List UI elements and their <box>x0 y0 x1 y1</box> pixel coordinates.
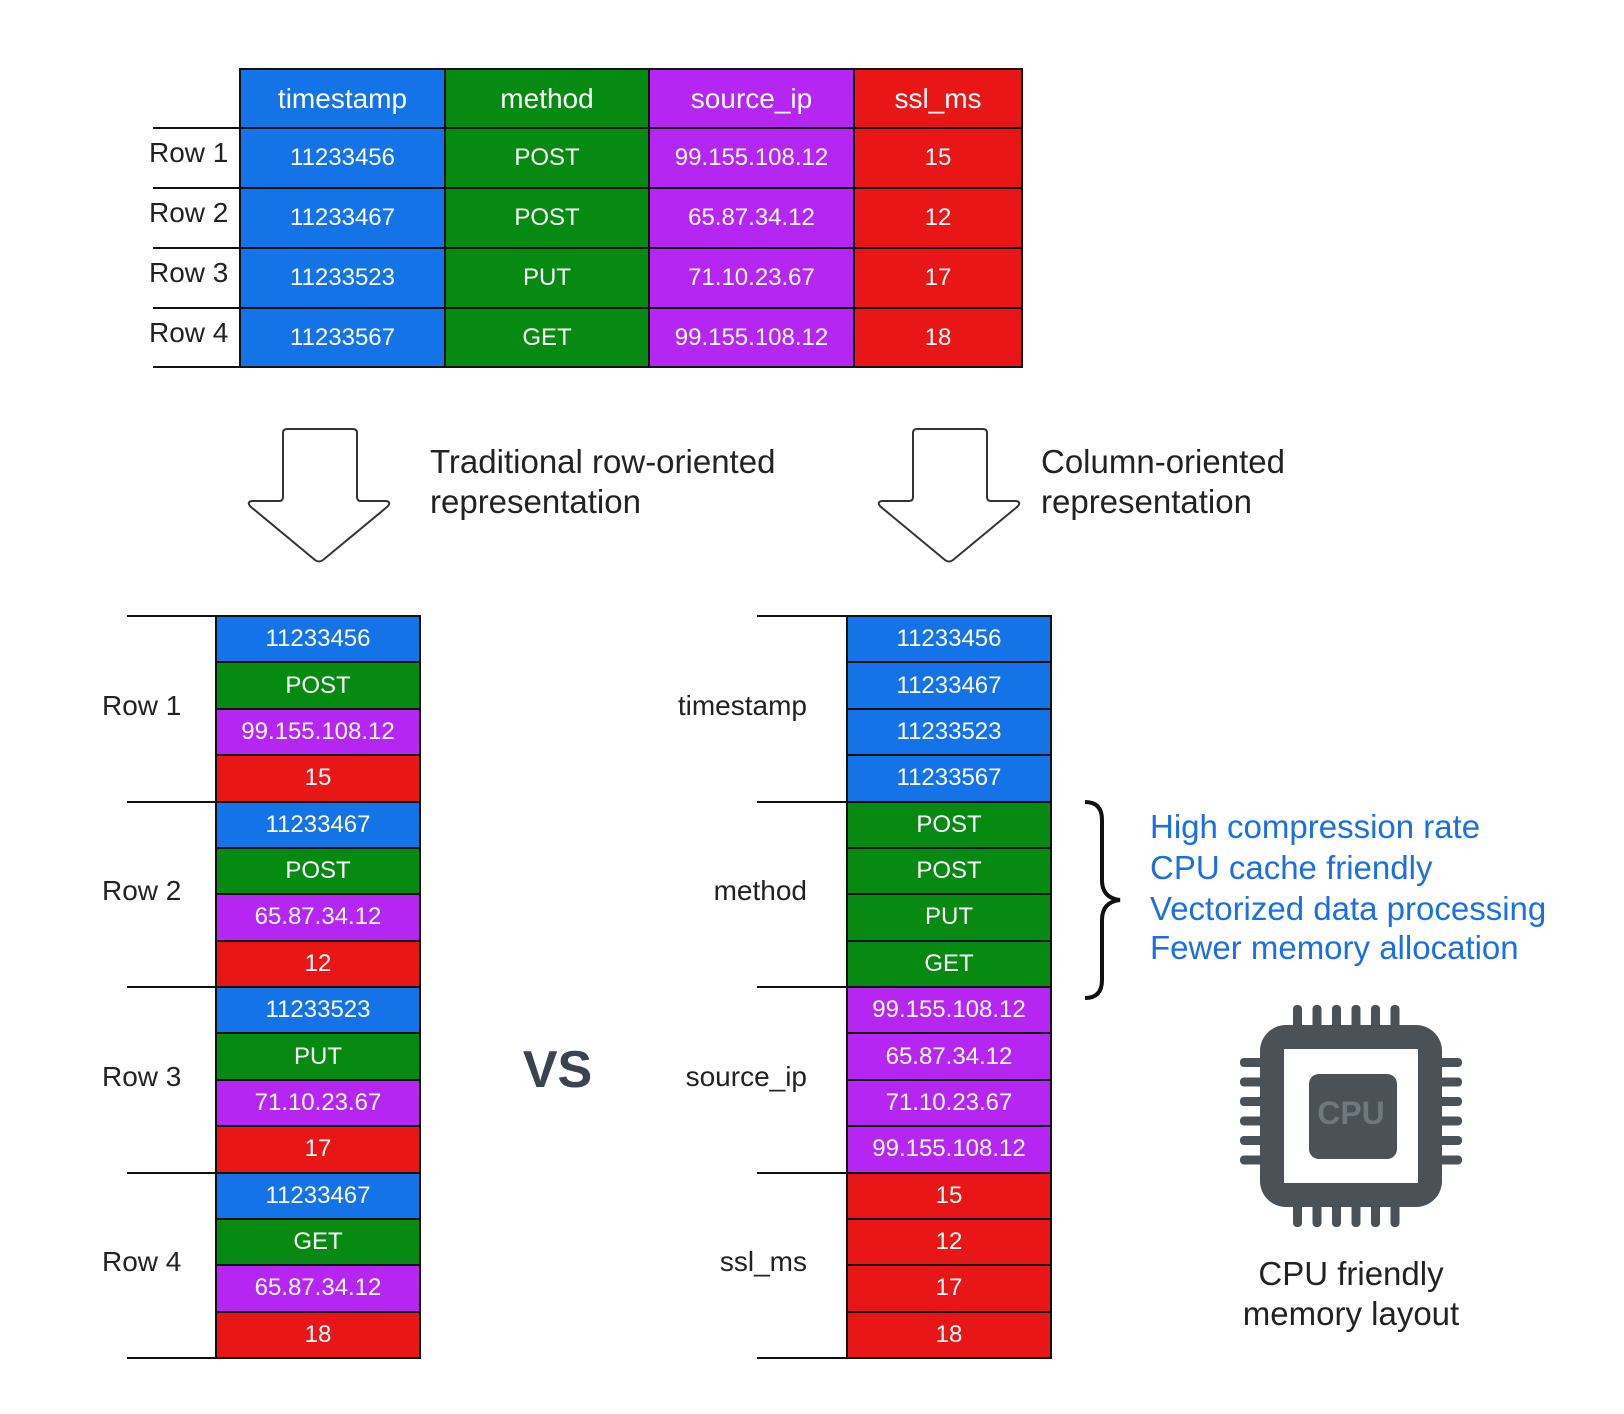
table-cell: GET <box>444 307 650 368</box>
memory-cell: 17 <box>215 1125 421 1174</box>
row-divider <box>153 187 239 189</box>
down-arrow-icon <box>247 428 391 563</box>
table-cell: 71.10.23.67 <box>648 247 855 309</box>
vs-label: VS <box>522 1041 593 1099</box>
advantage-item: High compression rate <box>1150 808 1481 845</box>
memory-cell: 11233456 <box>215 615 421 664</box>
memory-cell: 99.155.108.12 <box>846 1125 1052 1174</box>
memory-cell: 71.10.23.67 <box>846 1078 1052 1128</box>
memory-cell: 18 <box>215 1310 421 1359</box>
table-cell: 11233467 <box>239 187 446 249</box>
row-oriented-caption: Traditional row-oriented representation <box>430 442 775 522</box>
group-label: Row 1 <box>102 689 182 721</box>
caption-line: memory layout <box>1242 1295 1460 1332</box>
row-label: Row 3 <box>149 257 229 288</box>
table-cell: POST <box>444 187 650 249</box>
memory-cell: 65.87.34.12 <box>215 893 421 942</box>
group-divider <box>127 1171 215 1174</box>
table-cell: 11233456 <box>239 127 446 189</box>
group-label: method <box>713 875 807 907</box>
memory-cell: POST <box>215 661 421 710</box>
group-divider <box>127 800 215 803</box>
cpu-caption: CPU friendly memory layout <box>1200 1254 1502 1334</box>
group-label: Row 2 <box>102 875 182 907</box>
memory-cell: 65.87.34.12 <box>215 1264 421 1313</box>
table-cell: 65.87.34.12 <box>648 187 855 249</box>
column-header-ssl-ms: ssl_ms <box>853 68 1023 129</box>
memory-cell: 12 <box>846 1217 1052 1267</box>
group-divider <box>127 986 215 988</box>
caption-line: representation <box>430 483 641 520</box>
group-divider <box>127 615 215 617</box>
group-divider <box>757 1171 846 1174</box>
down-arrow-icon <box>877 428 1021 563</box>
caption-line: Column-oriented <box>1041 443 1285 480</box>
table-cell: 18 <box>853 307 1023 368</box>
table-cell: POST <box>444 127 650 189</box>
group-label: Row 4 <box>102 1246 182 1278</box>
group-label: ssl_ms <box>719 1246 807 1278</box>
memory-cell: POST <box>846 846 1052 896</box>
group-label: Row 3 <box>102 1060 182 1092</box>
advantage-item: Fewer memory allocation <box>1150 929 1519 966</box>
row-label: Row 2 <box>149 197 229 228</box>
caption-line: CPU friendly <box>1258 1255 1444 1292</box>
memory-cell: POST <box>215 846 421 896</box>
column-header-source-ip: source_ip <box>648 68 855 129</box>
advantage-item: Vectorized data processing <box>1150 890 1547 927</box>
memory-cell: 11233467 <box>215 1171 421 1220</box>
memory-cell: 18 <box>846 1310 1052 1359</box>
memory-cell: 11233467 <box>846 661 1052 710</box>
memory-cell: 99.155.108.12 <box>846 986 1052 1035</box>
table-cell: 99.155.108.12 <box>648 307 855 368</box>
memory-cell: POST <box>846 800 1052 849</box>
memory-cell: 11233467 <box>215 800 421 849</box>
memory-cell: 15 <box>215 754 421 803</box>
memory-cell: 11233523 <box>846 707 1052 757</box>
advantage-item: CPU cache friendly <box>1150 849 1433 886</box>
group-label: source_ip <box>685 1060 807 1092</box>
table-cell: 17 <box>853 247 1023 309</box>
row-divider <box>153 307 239 309</box>
table-cell: 11233567 <box>239 307 446 368</box>
group-divider <box>757 1357 846 1359</box>
memory-cell: 12 <box>215 939 421 988</box>
memory-cell: 99.155.108.12 <box>215 707 421 757</box>
group-divider <box>757 986 846 988</box>
memory-cell: 15 <box>846 1171 1052 1220</box>
group-label: timestamp <box>677 689 807 721</box>
table-cell: 12 <box>853 187 1023 249</box>
column-oriented-caption: Column-oriented representation <box>1041 442 1285 522</box>
memory-cell: 11233456 <box>846 615 1052 664</box>
caption-line: Traditional row-oriented <box>430 443 776 480</box>
row-divider <box>153 247 239 249</box>
memory-cell: GET <box>215 1217 421 1267</box>
memory-cell: 11233523 <box>215 986 421 1035</box>
table-cell: PUT <box>444 247 650 309</box>
memory-cell: 11233567 <box>846 754 1052 803</box>
table-cell: 11233523 <box>239 247 446 309</box>
memory-cell: GET <box>846 939 1052 988</box>
row-divider <box>153 127 239 129</box>
column-header-method: method <box>444 68 650 129</box>
row-label: Row 1 <box>149 137 229 168</box>
cpu-icon: CPU <box>1240 1005 1462 1227</box>
memory-cell: 17 <box>846 1264 1052 1313</box>
memory-cell: 65.87.34.12 <box>846 1032 1052 1081</box>
column-header-timestamp: timestamp <box>239 68 446 129</box>
group-divider <box>127 1357 215 1359</box>
table-cell: 15 <box>853 127 1023 189</box>
row-label: Row 4 <box>149 317 229 348</box>
group-divider <box>757 615 846 617</box>
caption-line: representation <box>1041 483 1252 520</box>
table-cell: 99.155.108.12 <box>648 127 855 189</box>
memory-cell: PUT <box>846 893 1052 942</box>
row-divider <box>153 366 239 368</box>
cpu-icon-label: CPU <box>1317 1095 1385 1131</box>
curly-brace-icon <box>1084 800 1121 1000</box>
group-divider <box>757 800 846 803</box>
memory-cell: PUT <box>215 1032 421 1081</box>
memory-cell: 71.10.23.67 <box>215 1078 421 1128</box>
